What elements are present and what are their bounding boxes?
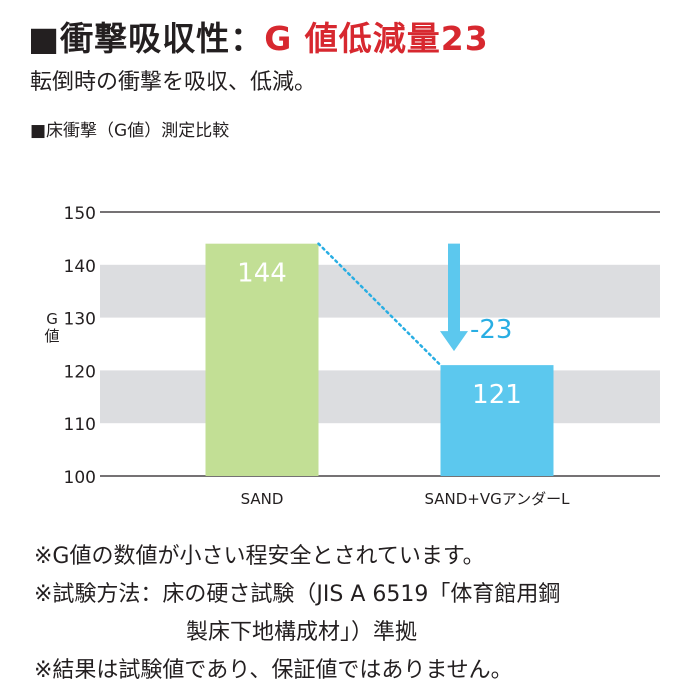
y-tick-label-120: 120 [64, 362, 96, 382]
bar-value-label-2: 121 [472, 380, 522, 410]
x-tick-label-2: SAND+VGアンダーL [424, 490, 570, 508]
title-accent: G 値低減量23 [264, 19, 489, 58]
y-tick-label-110: 110 [64, 415, 96, 435]
down-arrow-icon [440, 243, 468, 352]
note-1: ※G値の数値が小さい程安全とされています。 [34, 544, 485, 569]
reduction-label: -23 [470, 315, 512, 345]
reduction-connector [317, 242, 442, 367]
page-title: ■衝撃吸収性：G 値低減量23 [28, 12, 489, 60]
chart-caption: ■床衝撃（G値）測定比較 [30, 121, 230, 141]
x-tick-label-1: SAND [241, 490, 284, 508]
y-tick-label-150: 150 [64, 204, 96, 224]
grid-band-1 [100, 264, 660, 318]
y-tick-label-140: 140 [64, 257, 96, 277]
bars: 144 SAND 121 SAND+VGアンダーL [205, 243, 570, 508]
annotations: -23 [317, 242, 512, 367]
y-tick-label-130: 130 [64, 310, 96, 330]
bar-value-label-1: 144 [237, 259, 287, 289]
shaded-bands [100, 264, 660, 424]
bar-2 [440, 365, 554, 476]
note-2-continued: 製床下地構成材」）準拠 [186, 620, 418, 645]
note-3: ※結果は試験値であり、保証値ではありません。 [34, 658, 513, 683]
bar-1 [205, 243, 319, 476]
y-tick-label-100: 100 [64, 468, 96, 488]
title-prefix: ■衝撃吸収性： [28, 19, 265, 58]
grid-band-0 [100, 370, 660, 424]
y-axis: 100 110 120 130 140 150 G 値 [44, 204, 660, 488]
g-value-bar-chart: 100 110 120 130 140 150 G 値 144 SAND 121 SAND+VGアン… [44, 204, 660, 508]
note-2: ※試験方法：床の硬さ試験（JIS A 6519「体育館用鋼 [34, 582, 561, 607]
subtitle: 転倒時の衝撃を吸収、低減。 [30, 70, 317, 95]
notes: ※G値の数値が小さい程安全とされています。 ※試験方法：床の硬さ試験（JIS A… [34, 538, 560, 690]
